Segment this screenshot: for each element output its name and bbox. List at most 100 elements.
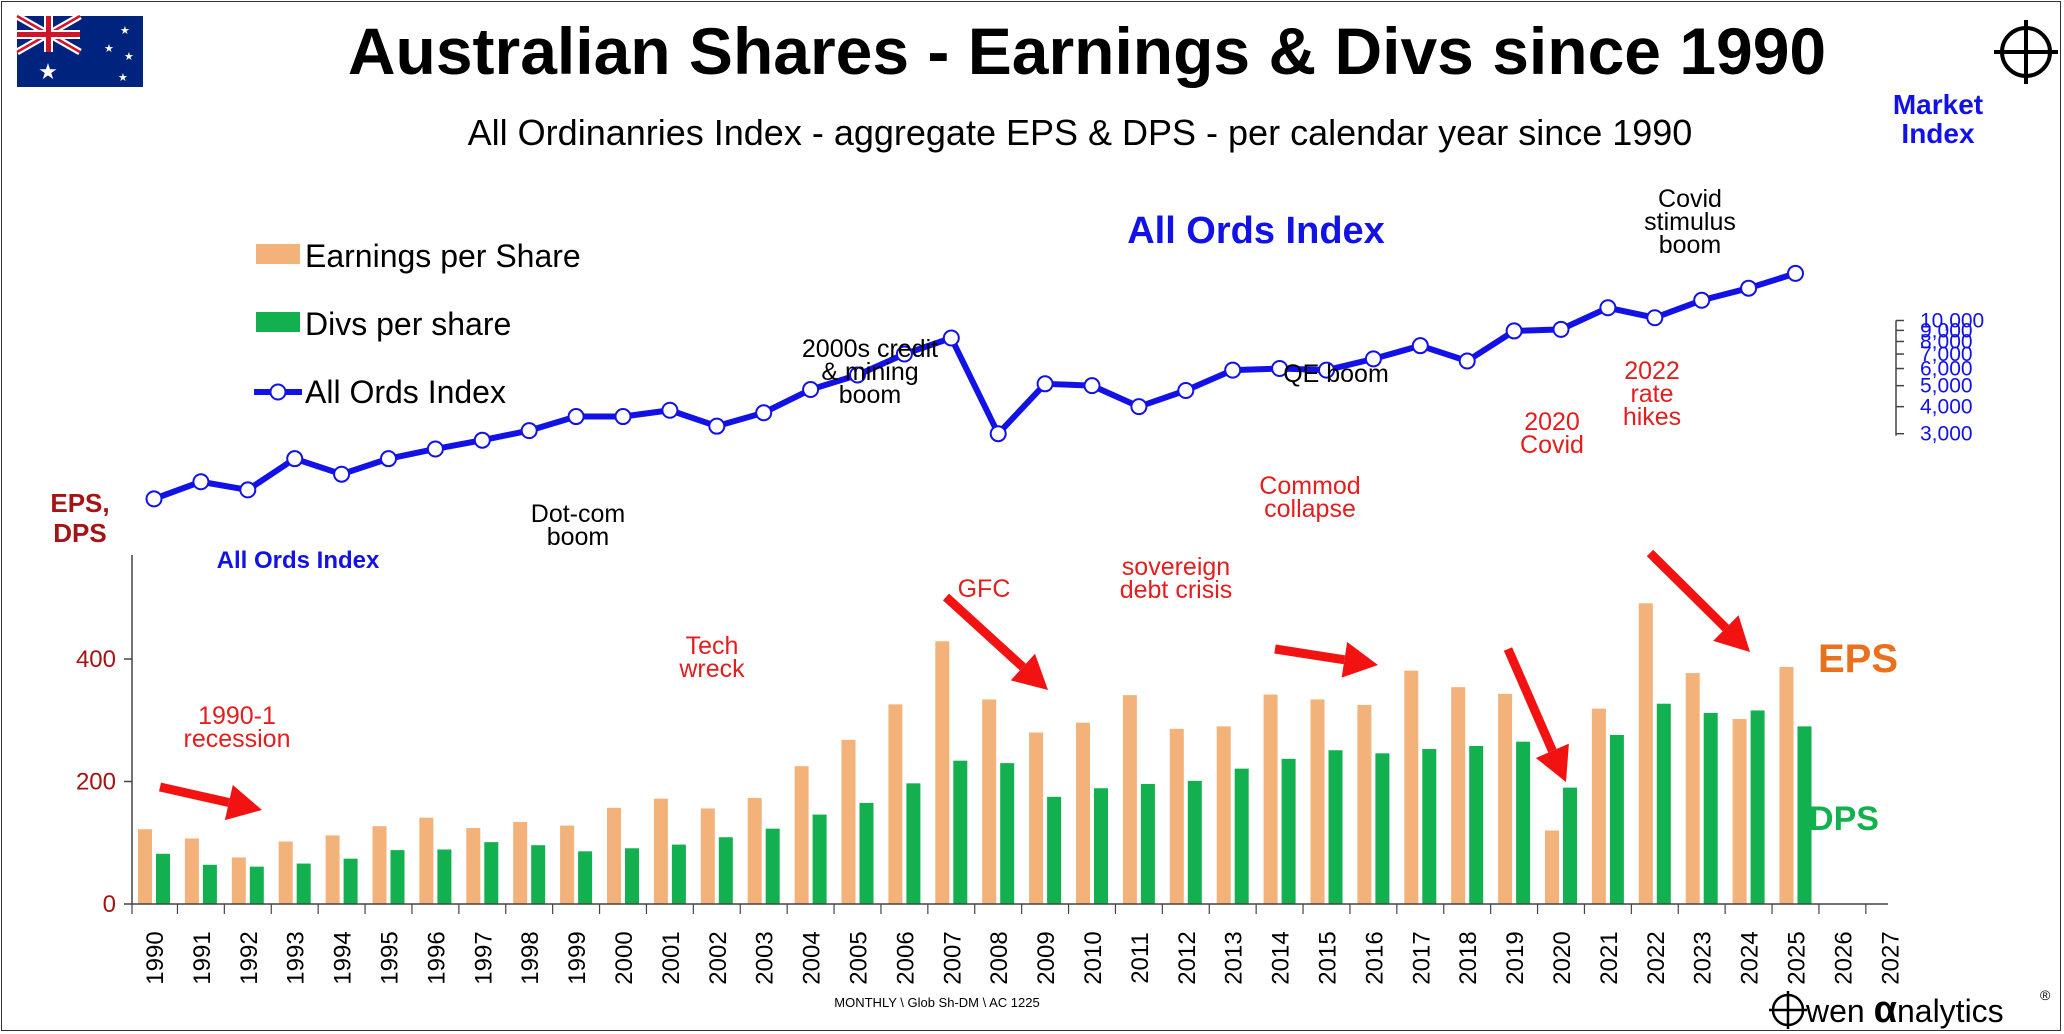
index-center-label: All Ords Index (1127, 210, 1385, 252)
dps-bar (578, 851, 593, 904)
right-axis-tick-label: 5,000 (1920, 375, 1973, 398)
eps-bar (1498, 693, 1513, 904)
svg-text:★: ★ (38, 59, 58, 84)
x-axis-tick-label: 2015 (1315, 931, 1342, 984)
dps-bar (1047, 796, 1062, 904)
annotation-label: Covid stimulus boom (1644, 185, 1736, 259)
eps-bar (1357, 704, 1372, 904)
left-axis-tick-label: 200 (76, 769, 116, 796)
index-point (1505, 322, 1523, 340)
eps-bar (1591, 708, 1606, 904)
index-point (1552, 320, 1570, 338)
dps-side-label: DPS (1809, 800, 1879, 838)
index-point (192, 473, 210, 491)
annotation-label: 1990-1 recession (184, 702, 291, 753)
crosshair-logo-icon (1994, 20, 2058, 84)
x-axis-tick-label: 2020 (1549, 931, 1576, 984)
trend-arrow-head (224, 784, 262, 821)
index-point (1224, 361, 1242, 379)
dps-bar (625, 848, 639, 904)
svg-text:★: ★ (118, 72, 128, 84)
right-axis-label-line2: Index (1901, 118, 1975, 149)
x-axis-tick-label: 2002 (705, 931, 732, 984)
dps-bar (1656, 703, 1671, 904)
index-point (1271, 360, 1289, 378)
index-point (1130, 398, 1148, 416)
index-point (380, 450, 397, 468)
index-point (520, 422, 538, 440)
dps-bar (1328, 750, 1343, 904)
right-axis-tick-label: 9,000 (1920, 319, 1973, 342)
eps-bar (278, 841, 293, 904)
index-point (239, 481, 257, 499)
x-axis-tick-label: 2011 (1127, 932, 1154, 984)
eps-bar (1263, 694, 1278, 904)
index-point (942, 329, 960, 347)
index-point (567, 408, 585, 426)
index-point (1411, 337, 1429, 355)
eps-bar (1638, 603, 1653, 904)
x-axis-tick-label: 2008 (986, 931, 1013, 984)
x-axis-tick-label: 1994 (330, 931, 357, 984)
index-point (1318, 361, 1335, 379)
eps-bar (466, 828, 481, 904)
index-point (1599, 299, 1617, 317)
index-point (1693, 291, 1711, 309)
dps-bar (390, 850, 405, 904)
left-axis-label-line2: DPS (53, 518, 106, 548)
x-axis-tick-label: 2001 (658, 931, 685, 984)
x-axis-tick-label: 1992 (236, 931, 263, 984)
index-point (849, 366, 866, 384)
eps-bar (138, 829, 152, 904)
x-axis-tick-label: 2022 (1643, 931, 1670, 984)
chart-subtitle: All Ordinanries Index - aggregate EPS & … (468, 112, 1693, 153)
x-axis-tick-label: 2010 (1080, 931, 1107, 984)
x-axis-tick-label: 1998 (517, 931, 544, 984)
index-point (1083, 377, 1101, 395)
dps-bar (1516, 741, 1531, 904)
eps-bar (1029, 732, 1044, 904)
x-axis-tick-label: 2026 (1830, 931, 1857, 984)
index-point (1177, 381, 1195, 399)
right-axis-tick-label: 8,000 (1920, 330, 1973, 353)
eps-bar (1169, 728, 1184, 904)
eps-bar (1310, 699, 1325, 904)
x-axis-tick-label: 2005 (846, 931, 873, 984)
x-axis-tick-label: 2021 (1596, 931, 1623, 984)
trend-arrow-icon (1646, 549, 1750, 652)
annotation-label: 2020 Covid (1520, 408, 1584, 459)
x-axis-tick-label: 2023 (1690, 931, 1717, 984)
trend-arrow-shaft (1646, 549, 1730, 632)
left-axis-tick-label: 400 (76, 646, 116, 673)
dps-bar (1703, 712, 1718, 904)
x-axis: 1990 1991 1992 1993 1994 1995 1996 1997 1998 1999… (131, 903, 1904, 985)
eps-bar (1545, 830, 1559, 904)
index-point (614, 408, 632, 426)
x-axis-tick-label: 2014 (1268, 931, 1295, 984)
trend-arrow-shaft (159, 782, 230, 807)
eps-bar (982, 699, 997, 904)
index-point (1740, 279, 1758, 297)
dps-bar (249, 866, 264, 904)
dps-bar (156, 853, 170, 904)
right-axis-tick-label: 10,000 (1920, 310, 1984, 333)
index-point (426, 440, 444, 458)
legend-label: Divs per share (305, 306, 511, 342)
index-point (895, 345, 913, 363)
eps-bar (935, 641, 950, 904)
trend-arrow-shaft (1274, 644, 1346, 665)
x-axis-tick-label: 2027 (1877, 931, 1904, 984)
index-point (989, 425, 1007, 443)
trend-arrow-head (1010, 653, 1048, 690)
legend: Earnings per Share Divs per share All Ords… (254, 238, 581, 410)
brand-text-a: wen (1805, 993, 1874, 1029)
registered-mark: ® (2040, 987, 2051, 1003)
dps-bar (906, 783, 921, 904)
x-axis-tick-label: 2018 (1455, 931, 1482, 984)
eps-bar (1451, 687, 1466, 904)
index-small-label: All Ords Index (217, 547, 380, 574)
dps-bar (484, 842, 499, 904)
x-axis-tick-label: 1990 (142, 931, 169, 984)
index-point (333, 465, 351, 483)
eps-bar (1216, 726, 1231, 904)
